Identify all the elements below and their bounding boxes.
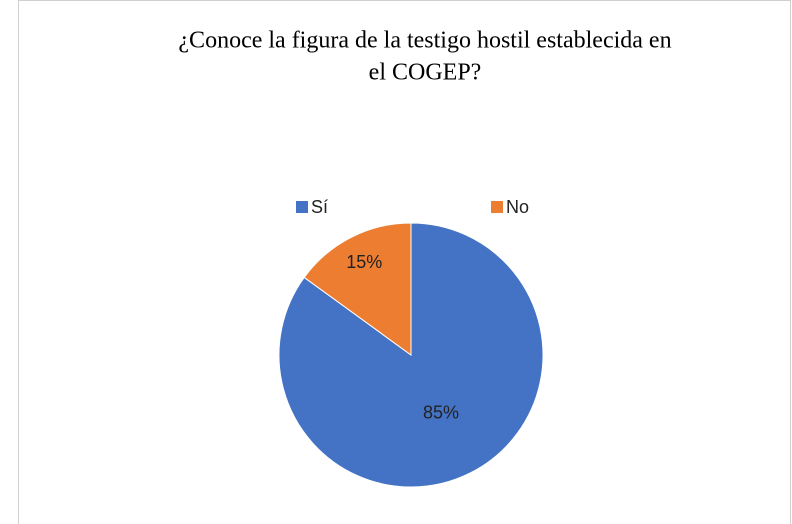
legend-swatch [296,201,308,213]
data-label: 15% [346,252,382,272]
chart-title: ¿Conoce la figura de la testigo hostil e… [178,28,671,54]
legend-label: Sí [311,197,328,217]
legend-swatch [491,201,503,213]
pie-slice [303,222,412,356]
legend-label: No [506,197,529,217]
data-label: 85% [423,403,459,423]
chart-title: el COGEP? [369,60,482,86]
